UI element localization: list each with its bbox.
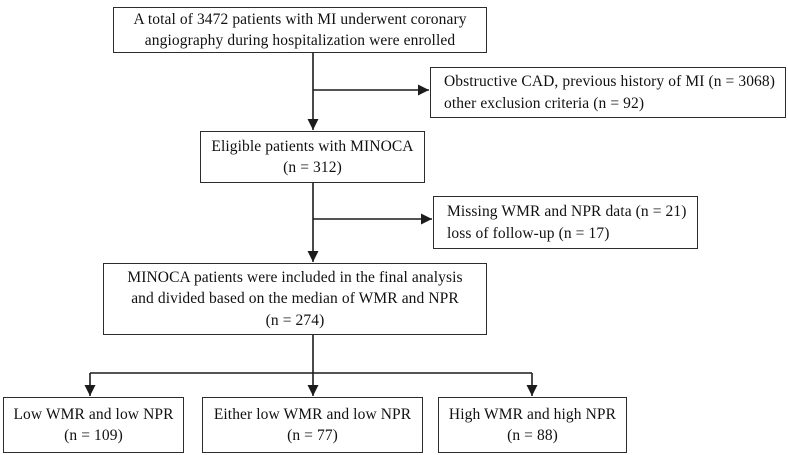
node-low-line-2: (n = 109) <box>64 427 123 444</box>
node-final-analysis: MINOCA patients were included in the fin… <box>103 263 487 335</box>
node-either-line-2: (n = 77) <box>287 427 338 444</box>
node-exclusion-obstructive-cad: Obstructive CAD, previous history of MI … <box>430 67 786 118</box>
node-exclusion2-line-1: Missing WMR and NPR data (n = 21) <box>447 203 687 220</box>
node-exclusion1-line-1: Obstructive CAD, previous history of MI … <box>444 73 776 90</box>
node-final-line-2: and divided based on the median of WMR a… <box>131 290 459 308</box>
node-either-line-1: Either low WMR and low NPR <box>213 405 412 423</box>
node-group-low-wmr-low-npr: Low WMR and low NPR (n = 109) <box>3 397 184 453</box>
node-high-line-2: (n = 88) <box>507 427 558 444</box>
node-high-line-1: High WMR and high NPR <box>448 405 617 423</box>
node-eligible-minoca: Eligible patients with MINOCA (n = 312) <box>200 131 425 183</box>
node-exclusion-missing-data: Missing WMR and NPR data (n = 21) loss o… <box>433 196 698 249</box>
node-eligible-line-1: Eligible patients with MINOCA <box>211 137 414 155</box>
node-enrolled-line-1: A total of 3472 patients with MI underwe… <box>133 10 467 28</box>
node-enrolled-line-2: angiography during hospitalization were … <box>144 32 456 49</box>
node-final-line-3: (n = 274) <box>265 311 325 329</box>
node-group-high-wmr-high-npr: High WMR and high NPR (n = 88) <box>438 397 627 453</box>
node-exclusion2-line-2: loss of follow-up (n = 17) <box>447 224 610 242</box>
node-enrolled: A total of 3472 patients with MI underwe… <box>113 7 487 53</box>
node-final-line-1: MINOCA patients were included in the fin… <box>127 268 463 286</box>
node-group-either-low: Either low WMR and low NPR (n = 77) <box>202 397 423 453</box>
node-eligible-line-2: (n = 312) <box>283 159 342 176</box>
node-exclusion1-line-2: other exclusion criteria (n = 92) <box>444 94 645 112</box>
node-low-line-1: Low WMR and low NPR <box>13 405 174 423</box>
